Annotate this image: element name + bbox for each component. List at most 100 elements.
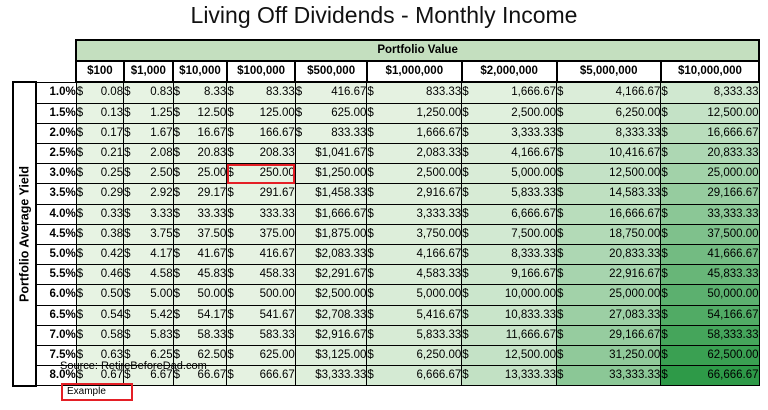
currency-symbol: $ xyxy=(661,328,668,341)
example-legend-box: Example xyxy=(61,383,133,401)
table-cell: $25.00 xyxy=(172,163,228,185)
currency-symbol: $ xyxy=(661,106,668,119)
cell-value: 3,333.33 xyxy=(416,207,462,220)
currency-symbol: $ xyxy=(367,328,374,341)
table-cell: $33,333.33 xyxy=(660,203,760,225)
cell-value: 125.00 xyxy=(259,106,295,119)
cell-value: 37,500.00 xyxy=(707,227,759,240)
table-cell: $62.50 xyxy=(172,345,228,367)
table-cell: $14,583.33 xyxy=(556,183,662,205)
table-cell: $9,166.67 xyxy=(461,264,558,286)
cell-value: 2.08 xyxy=(150,147,173,160)
currency-symbol: $ xyxy=(124,308,131,321)
currency-symbol: $ xyxy=(76,207,84,220)
currency-symbol: $ xyxy=(367,268,374,281)
currency-symbol: $ xyxy=(661,86,668,99)
table-cell: $1.67 xyxy=(123,122,174,145)
table-cell: $8,333.33 xyxy=(660,81,760,104)
cell-value: 3,333.33 xyxy=(511,126,557,139)
cell-value: 4,166.67 xyxy=(615,86,661,99)
cell-value: 25,000.00 xyxy=(707,167,759,180)
currency-symbol: $ xyxy=(661,369,668,382)
column-header: $100 xyxy=(75,61,125,84)
table-cell: $625.00 xyxy=(226,345,296,367)
cell-value: 0.17 xyxy=(100,126,124,139)
table-cell: $2.08 xyxy=(123,143,174,165)
cell-value: 2.92 xyxy=(150,187,173,200)
table-cell: $1,250.00 xyxy=(366,102,463,124)
table-cell: $5.83 xyxy=(123,324,174,347)
currency-symbol: $ xyxy=(557,167,564,180)
table-cell: $50.00 xyxy=(172,284,228,306)
cell-value: 6.25 xyxy=(150,349,173,362)
cell-value: 625.00 xyxy=(259,349,295,362)
currency-symbol: $ xyxy=(173,147,181,160)
cell-value: 20.83 xyxy=(197,147,227,160)
cell-value: 0.33 xyxy=(100,207,124,220)
table-cell: $1,666.67 xyxy=(461,81,558,104)
table-cell: $0.33 xyxy=(75,203,125,225)
table-cell: $333.33 xyxy=(226,203,296,225)
cell-value: 333.33 xyxy=(259,207,295,220)
column-header: $100,000 xyxy=(225,61,297,84)
yield-label: 5.0% xyxy=(35,244,77,266)
table-row: 7.5% $0.63 $6.25 $62.50 $625.00 $3,125.00 $6,2… xyxy=(13,345,760,367)
currency-symbol: $ xyxy=(173,167,181,180)
cell-value: 4,583.33 xyxy=(416,268,462,281)
cell-value: 1,666.67 xyxy=(416,126,462,139)
table-cell: $0.42 xyxy=(75,244,125,266)
cell-value: 3.33 xyxy=(150,207,173,220)
table-cell: $8.33 xyxy=(172,81,228,104)
table-cell: $8,333.33 xyxy=(461,244,558,266)
cell-value: 8,333.33 xyxy=(615,126,661,139)
cell-value: 458.33 xyxy=(259,268,295,281)
currency-symbol: $ xyxy=(124,227,131,240)
table-cell: $2,500.00 xyxy=(461,102,558,124)
currency-symbol: $ xyxy=(227,227,234,240)
table-cell: $3.33 xyxy=(123,203,174,225)
cell-value: 27,083.33 xyxy=(609,308,661,321)
currency-symbol: $ xyxy=(367,349,374,362)
table-cell: $37.50 xyxy=(172,223,228,246)
table-row: 4.5% $0.38 $3.75 $37.50 $375.00 $1,875.00 $3,7… xyxy=(13,223,760,246)
cell-value: 5,000.00 xyxy=(416,288,462,301)
cell-value: 3.75 xyxy=(150,227,173,240)
table-cell: $416.67 xyxy=(226,244,296,266)
cell-value: 12,500.00 xyxy=(504,349,557,362)
table-cell: $33.33 xyxy=(172,203,228,225)
cell-value: 50,000.00 xyxy=(707,288,759,301)
cell-value: 416.67 xyxy=(331,86,367,99)
cell-value: 12,500.00 xyxy=(609,167,661,180)
currency-symbol: $ xyxy=(462,349,469,362)
currency-symbol: $ xyxy=(76,227,84,240)
table-cell: $10,833.33 xyxy=(461,304,558,326)
currency-symbol: $ xyxy=(124,147,131,160)
cell-value: 6,666.67 xyxy=(416,369,462,382)
cell-value: 0.46 xyxy=(100,268,124,281)
cell-value: 0.63 xyxy=(100,349,124,362)
currency-symbol: $ xyxy=(124,167,131,180)
cell-value: 0.54 xyxy=(100,308,124,321)
table-cell: $0.29 xyxy=(75,183,125,205)
currency-symbol: $ xyxy=(295,106,303,119)
currency-symbol: $ xyxy=(227,126,234,139)
cell-value: 8,333.33 xyxy=(511,248,557,261)
table-cell: $0.58 xyxy=(75,324,125,347)
table-cell: $3,333.33 xyxy=(366,203,463,225)
table-cell: $5,833.33 xyxy=(461,183,558,205)
table-row: 6.0% $0.50 $5.00 $50.00 $500.00 $2,500.00 $5,0… xyxy=(13,284,760,306)
cell-value: 2,500.00 xyxy=(511,106,557,119)
currency-symbol: $ xyxy=(76,147,84,160)
cell-value: 1.25 xyxy=(150,106,173,119)
currency-symbol: $ xyxy=(462,328,469,341)
cell-value: 0.29 xyxy=(100,187,124,200)
cell-value: 50.00 xyxy=(197,288,227,301)
currency-symbol: $ xyxy=(557,268,564,281)
cell-value: $2,500.00 xyxy=(315,288,367,301)
cell-value: $2,708.33 xyxy=(315,308,367,321)
cell-value: 1,250.00 xyxy=(416,106,462,119)
table-cell: $2,500.00 xyxy=(294,284,368,306)
yield-label: 6.5% xyxy=(35,304,77,326)
table-cell: $0.83 xyxy=(123,81,174,104)
table-row: 3.5% $0.29 $2.92 $29.17 $291.67 $1,458.33 $2,9… xyxy=(13,183,760,205)
